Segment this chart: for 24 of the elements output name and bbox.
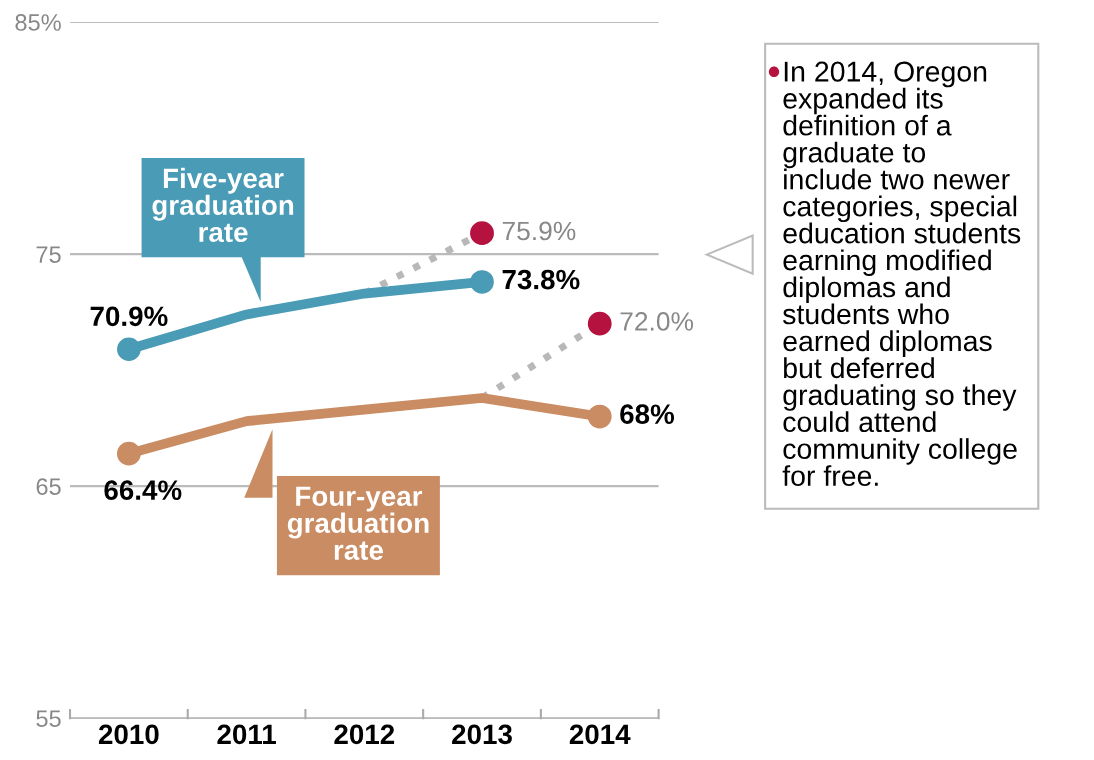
- x-tick-label: 2012: [334, 724, 395, 745]
- point: [116, 441, 141, 466]
- text: Five-year graduation rate: [152, 167, 294, 243]
- data-label: 70.9%: [90, 306, 168, 327]
- x-tick-label: 2013: [452, 724, 512, 745]
- data-label: 68%: [620, 404, 675, 424]
- x-tick-label: 2011: [217, 724, 276, 745]
- point: [587, 311, 612, 336]
- y-tick-label: 75: [36, 246, 61, 263]
- data-label: 75.9%: [502, 221, 576, 241]
- y-tick-label: 65: [36, 478, 61, 495]
- point: [587, 404, 612, 429]
- y-tick-label: 85%: [15, 14, 61, 31]
- y-tick-label: 55: [36, 710, 61, 727]
- x-tick-label: 2010: [98, 724, 159, 745]
- point: [470, 270, 494, 294]
- text: In 2014, Oregon expanded its definition of a graduate to include two newer categories, special education students earning modified diplomas and students who earned diplomas but deferred graduating so they could attend community college for free.: [782, 61, 1021, 487]
- x-tick-label: 2014: [569, 724, 631, 745]
- data-label: 72.0%: [620, 312, 694, 331]
- point: [470, 221, 494, 246]
- data-label: 73.8%: [502, 269, 580, 290]
- data-label: 66.4%: [104, 480, 182, 500]
- text: Four-year graduation rate: [287, 486, 429, 561]
- point: [117, 337, 141, 362]
